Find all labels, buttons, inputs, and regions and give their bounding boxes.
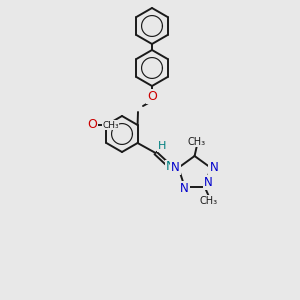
Text: CH₃: CH₃ bbox=[200, 196, 217, 206]
Text: N: N bbox=[166, 160, 175, 173]
Text: N: N bbox=[171, 161, 180, 174]
Text: H: H bbox=[158, 141, 166, 151]
Text: O: O bbox=[88, 118, 97, 131]
Text: N: N bbox=[209, 161, 218, 174]
Text: O: O bbox=[147, 89, 157, 103]
Text: CH₃: CH₃ bbox=[188, 137, 206, 147]
Text: CH₃: CH₃ bbox=[102, 121, 119, 130]
Text: N: N bbox=[204, 176, 213, 189]
Text: N: N bbox=[180, 182, 189, 195]
